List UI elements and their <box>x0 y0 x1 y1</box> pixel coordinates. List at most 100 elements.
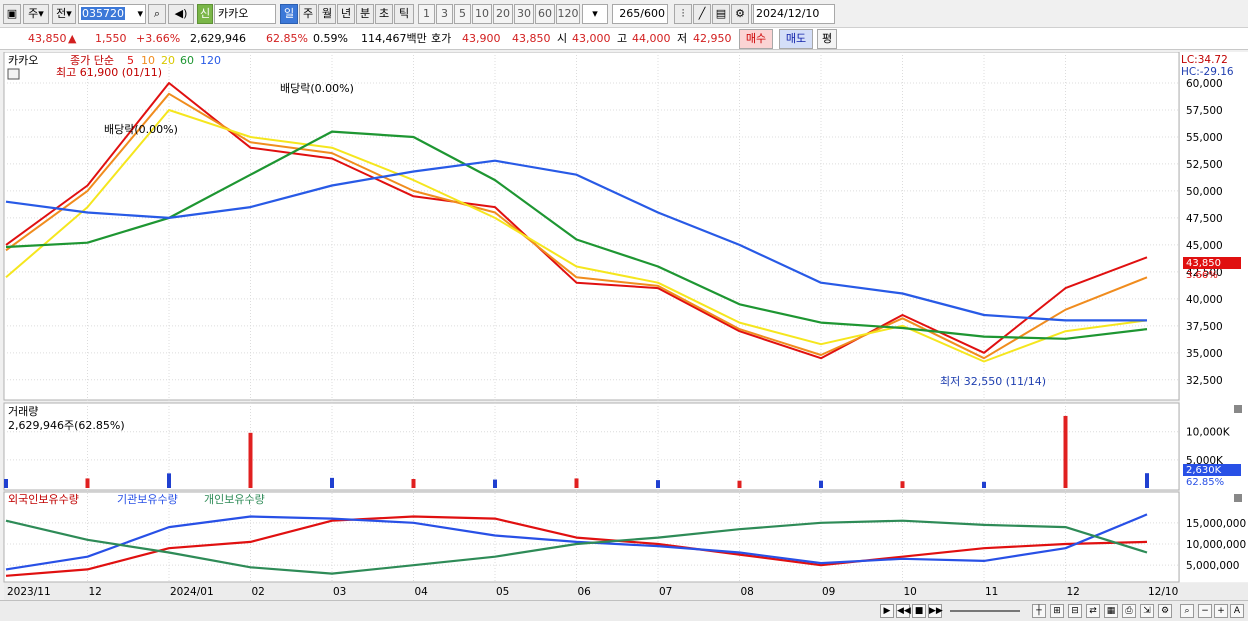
grid-icon[interactable]: ▦ <box>1104 604 1118 618</box>
save-icon[interactable]: ▤ <box>712 4 730 24</box>
gear-icon[interactable]: ⚙ <box>731 4 749 24</box>
sell-button[interactable]: 매도 <box>779 29 813 49</box>
scroll-right-icon[interactable]: ▶ <box>880 604 894 618</box>
ma-line-5 <box>5 82 1148 360</box>
volume-pane[interactable] <box>3 402 1180 491</box>
period-year[interactable]: 년 <box>337 4 355 24</box>
buy-button[interactable]: 매수 <box>739 29 773 49</box>
crosshair-icon[interactable]: ┼ <box>1032 604 1046 618</box>
market-label: 주 <box>28 7 39 20</box>
count-total: /600 <box>640 7 665 20</box>
x-tick-label: 02 <box>252 586 265 598</box>
stock-code-input[interactable]: 035720 ▾ <box>78 4 146 24</box>
price-tick-label: 47,500 <box>1186 213 1223 225</box>
interval-3[interactable]: 3 <box>436 4 453 24</box>
count-input[interactable]: 265/600 <box>612 4 668 24</box>
period-minute[interactable]: 분 <box>356 4 374 24</box>
holdings-pane[interactable] <box>3 491 1180 583</box>
period-second[interactable]: 초 <box>375 4 393 24</box>
speaker-icon[interactable]: ◀) <box>168 4 194 24</box>
interval-10[interactable]: 10 <box>472 4 492 24</box>
price-tick-label: 55,000 <box>1186 132 1223 144</box>
interval-30[interactable]: 30 <box>514 4 534 24</box>
price-tick-label: 60,000 <box>1186 78 1223 90</box>
x-tick-label: 09 <box>822 586 835 598</box>
x-tick-label: 12 <box>89 586 102 598</box>
price-tick-label: 37,500 <box>1186 321 1223 333</box>
volume-bar <box>1145 473 1149 488</box>
holdings-line-0 <box>5 515 1148 577</box>
volume-tag-label: 2,630K <box>1186 465 1222 476</box>
low-label: 저 <box>677 32 688 45</box>
print-icon[interactable]: ⎙ <box>1122 604 1136 618</box>
trade-amount: 114,467백만 <box>361 32 427 45</box>
settings-icon[interactable]: ⚙ <box>1158 604 1172 618</box>
interval-5[interactable]: 5 <box>454 4 471 24</box>
period-month[interactable]: 월 <box>318 4 336 24</box>
chart-type-icon[interactable]: ⫶ <box>674 4 692 24</box>
volume-bar <box>1063 415 1068 488</box>
ma-line-10 <box>5 92 1148 360</box>
market-select[interactable]: 주▾ <box>23 4 49 24</box>
change-arrow-icon: ▲ <box>68 32 77 45</box>
volume-bar <box>900 481 905 488</box>
open-label: 시 <box>557 32 568 45</box>
price-tick-label: 32,500 <box>1186 375 1223 387</box>
current-price: 43,850 <box>28 32 67 45</box>
volume-tick-label: 5,000K <box>1186 455 1224 467</box>
holdings-line-2 <box>5 519 1148 575</box>
window-menu-icon[interactable]: ▣ <box>3 4 21 24</box>
last-pct-label: 3.66% <box>1186 270 1218 281</box>
volume-bar <box>85 478 90 488</box>
count-value: 265 <box>619 7 641 20</box>
zoom-slider[interactable] <box>950 610 1020 612</box>
fast-forward-icon[interactable]: ▶▶ <box>928 604 943 618</box>
ma-line-20 <box>5 109 1148 363</box>
zoom-icon-2[interactable]: ⊟ <box>1068 604 1082 618</box>
interval-1[interactable]: 1 <box>418 4 435 24</box>
interval-20[interactable]: 20 <box>493 4 513 24</box>
period-week[interactable]: 주 <box>299 4 317 24</box>
date-input[interactable]: 2024/12/10 <box>753 4 835 24</box>
price-tick-label: 57,500 <box>1186 105 1223 117</box>
x-tick-label: 12/10 <box>1148 586 1178 598</box>
period-tick[interactable]: 틱 <box>394 4 414 24</box>
holdings-close-icon[interactable] <box>1234 494 1242 502</box>
zoom-out-icon[interactable]: − <box>1198 604 1212 618</box>
price-tick-label: 35,000 <box>1186 348 1223 360</box>
search-icon[interactable]: ⌕ <box>148 4 166 24</box>
stock-name-field[interactable]: 카카오 <box>214 4 276 24</box>
font-size-icon[interactable]: A <box>1230 604 1244 618</box>
interval-120[interactable]: 120 <box>556 4 580 24</box>
share-icon[interactable]: ⇲ <box>1140 604 1154 618</box>
legend-foreign: 외국인보유수량 <box>8 493 79 506</box>
chart-area[interactable]: 60,000 57,500 55,000 52,500 50,000 47,500 45,0… <box>0 51 1248 600</box>
chart-toolbar: ▣ 주▾ 전▾ 035720 ▾ ⌕ ◀) 신 카카오 일 주 월 년 분 초 틱… <box>0 0 1248 28</box>
volume-bars <box>4 415 1149 488</box>
lc-label: LC:34.72 <box>1181 54 1228 66</box>
ma-line-60 <box>5 130 1148 340</box>
shin-badge[interactable]: 신 <box>197 4 213 24</box>
eval-button[interactable]: 평 <box>817 29 837 49</box>
period-day[interactable]: 일 <box>280 4 298 24</box>
zoom-in-icon[interactable]: + <box>1214 604 1228 618</box>
table-toggle-icon[interactable] <box>7 68 20 80</box>
rewind-icon[interactable]: ◀◀ <box>896 604 911 618</box>
high-annotation: 최고 61,900 (01/11) <box>56 66 162 79</box>
change-percent: +3.66% <box>136 32 181 45</box>
prev-label: 전 <box>56 7 67 20</box>
volume-close-icon[interactable] <box>1234 405 1242 413</box>
volume-bar <box>982 481 986 488</box>
volume-bar <box>167 473 171 488</box>
interval-custom-select[interactable]: ▾ <box>582 4 608 24</box>
stop-icon[interactable]: ■ <box>912 604 926 618</box>
x-tick-label: 07 <box>659 586 672 598</box>
drawing-tool-icon[interactable]: ╱ <box>693 4 711 24</box>
prev-button[interactable]: 전▾ <box>52 4 76 24</box>
search-icon-nav[interactable]: ⌕ <box>1180 604 1194 618</box>
price-tick-label: 52,500 <box>1186 159 1223 171</box>
interval-60[interactable]: 60 <box>535 4 555 24</box>
volume-tag <box>1183 464 1241 476</box>
link-icon[interactable]: ⇄ <box>1086 604 1100 618</box>
zoom-icon-1[interactable]: ⊞ <box>1050 604 1064 618</box>
